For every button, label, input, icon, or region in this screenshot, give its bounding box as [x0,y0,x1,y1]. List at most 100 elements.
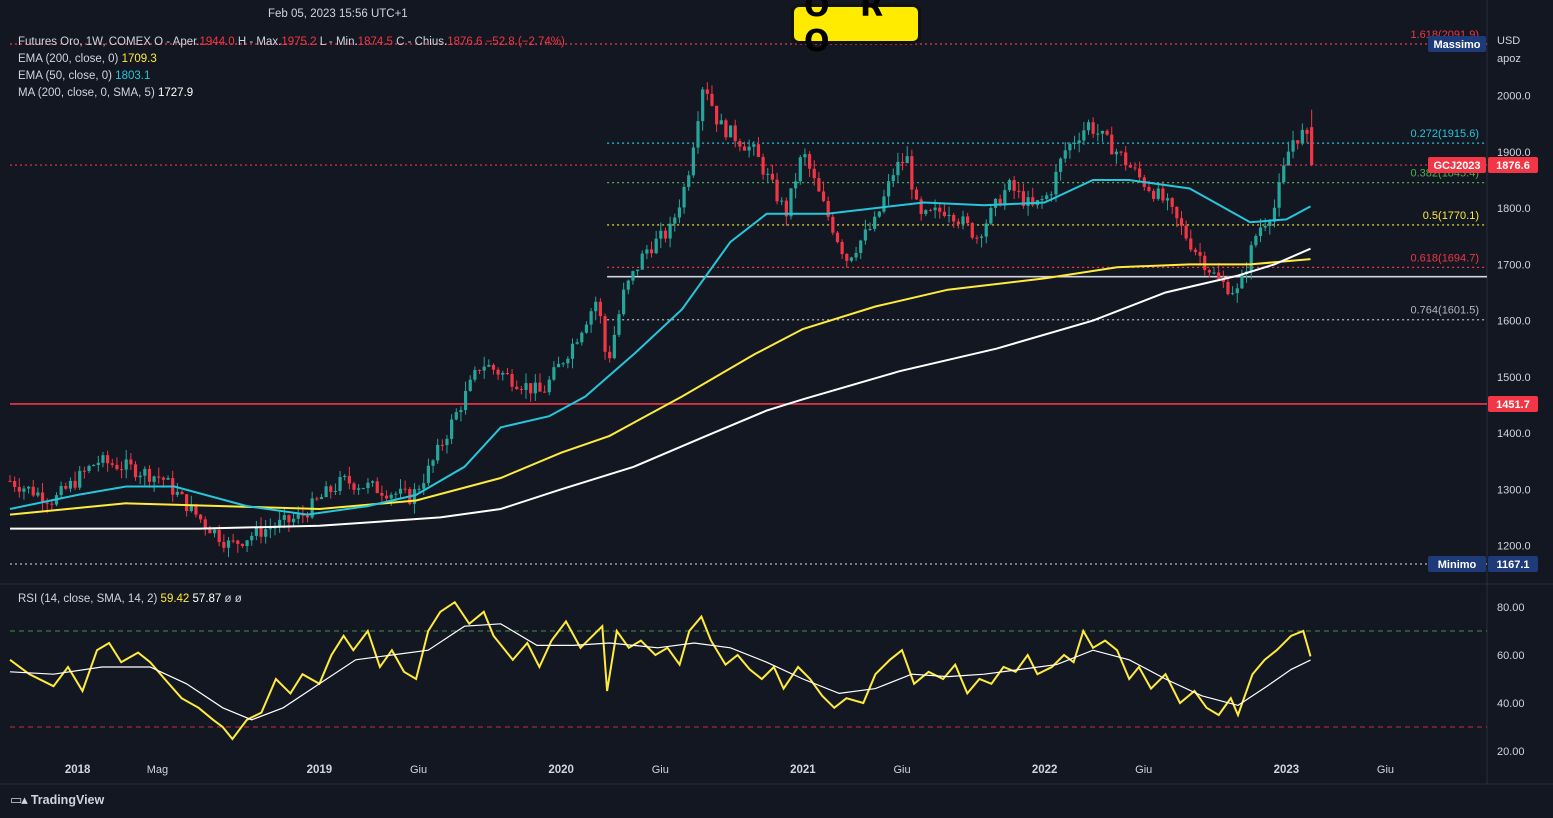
candle-body [380,493,384,496]
candle-body [1263,225,1267,228]
candle-body [724,120,728,138]
candle-body [119,469,124,471]
candle-body [608,351,612,359]
candle-body [1296,140,1300,144]
candle-body [882,196,886,212]
candle-body [366,482,370,489]
time-tick-label: 2021 [790,764,816,776]
rsi-legend[interactable]: RSI (14, close, SMA, 14, 2) 59.42 57.87 … [18,593,242,605]
ema200-legend[interactable]: EMA (200, close, 0) 1709.3 [18,53,157,65]
candle-body [1124,152,1128,166]
candle-body [185,494,189,512]
low-value: 1874.5 [357,36,393,48]
candle-body [101,455,105,463]
candle-body [8,480,12,482]
candle-body [440,444,444,446]
candle-body [329,486,333,492]
candle-body [989,207,993,224]
candle-body [161,477,166,480]
candle-body [659,230,663,239]
time-tick-label: 2018 [65,764,91,776]
ema50-legend[interactable]: EMA (50, close, 0) 1803.1 [18,70,150,82]
candle-body [194,504,198,515]
candle-body [1310,127,1314,166]
candle-body [333,490,338,492]
tradingview-logo[interactable]: ▭▴ TradingView [10,792,104,808]
candle-body [1282,165,1286,183]
candle-body [863,229,867,241]
candle-body [398,488,403,494]
ma200-legend[interactable]: MA (200, close, 0, SMA, 5) 1727.9 [18,87,193,99]
candle-body [371,481,375,483]
candle-body [966,216,970,224]
candle-body [580,332,584,343]
price-tag [1428,36,1486,52]
candle-body [357,488,361,490]
candle-body [710,93,714,106]
candle-body [956,221,960,225]
price-tick-label: 1900.0 [1497,147,1531,159]
candle-body [589,311,593,325]
rsi-tick-label: 60.00 [1497,650,1525,662]
candle-body [1165,198,1170,201]
candle-body [343,475,347,477]
candle-body [687,175,691,187]
currency-label: USD [1497,35,1521,47]
candle-body [203,519,207,528]
candle-body [1045,195,1049,199]
ema50-value: 1803.1 [115,70,151,82]
level-label: 0.272(1915.6) [1411,128,1480,140]
candle-body [1133,167,1137,169]
candle-body [463,390,468,411]
candle-body [175,491,179,495]
candle-body [924,210,928,215]
candle-body [970,223,974,238]
candle-body [1231,293,1235,295]
rsi-sma-value: 57.87 [192,593,222,605]
candle-body [491,364,496,370]
candle-body [645,249,649,254]
candle-body [998,198,1002,206]
price-tag [1488,556,1538,572]
main-series-legend[interactable]: Futures Oro, 1W, COMEX O - Aper.1944.0 H… [18,36,565,48]
candle-body [1291,140,1295,152]
candle-body [928,210,933,212]
candle-body [1072,142,1077,144]
candle-body [673,217,677,224]
candle-body [1203,255,1207,271]
candle-body [742,146,747,151]
candle-body [1138,168,1142,178]
candle-body [394,493,398,495]
candle-body [50,503,54,505]
candle-body [417,488,421,490]
candle-body [845,254,849,261]
rsi-line [9,600,1312,741]
candle-body [482,366,486,371]
candle-body [622,289,626,315]
candle-body [1207,270,1211,273]
ema50-label: EMA (50, close, 0) [18,70,112,82]
candle-body [626,280,630,290]
candle-body [1012,180,1016,191]
ma200-value: 1727.9 [157,87,194,99]
rsi-extra: ø ø [224,593,242,605]
candle-body [859,240,863,253]
candle-body [1086,122,1091,131]
candle-body [1068,143,1072,151]
candle-body [501,372,505,375]
time-tick-label: 2020 [548,764,574,776]
candle-body [961,216,965,225]
candle-body [938,207,942,212]
candle-body [747,146,751,151]
candle-body [612,334,616,359]
candle-body [1114,151,1119,155]
candle-body [473,369,477,380]
price-tick-label: 1800.0 [1497,203,1531,215]
rsi-tick-label: 80.00 [1497,602,1525,614]
candle-body [752,144,756,147]
candle-body [319,497,324,500]
tradingview-logo-icon: ▭▴ [10,792,28,807]
candle-body [1054,171,1058,195]
price-tick-label: 1400.0 [1497,428,1531,440]
